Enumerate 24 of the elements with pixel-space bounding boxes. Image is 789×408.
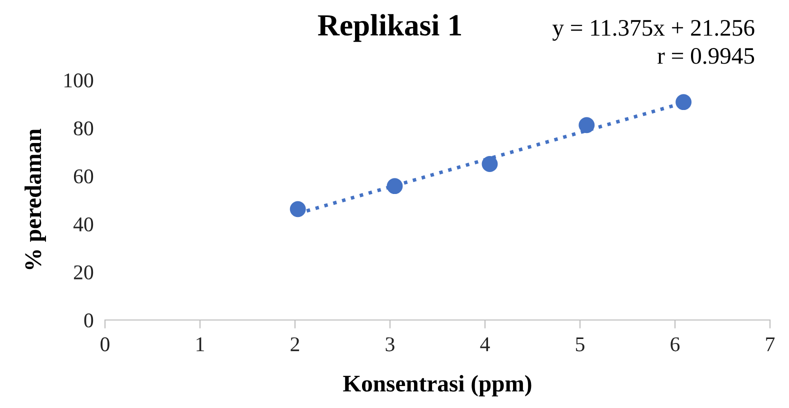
point xyxy=(482,156,498,172)
y-tick-label: 0 xyxy=(84,313,94,328)
y-tick-label: 40 xyxy=(73,217,94,232)
x-tick-label: 3 xyxy=(386,337,394,352)
y-tick-label: 20 xyxy=(74,265,94,280)
y-axis-title: % peredaman xyxy=(24,128,46,270)
point xyxy=(578,117,595,134)
x-axis-title: Konsentrasi (ppm) xyxy=(343,375,532,396)
x-tick-label: 7 xyxy=(766,337,775,352)
text: y = 11.375x + 21.256 xyxy=(552,20,754,41)
x-tick-label: 0 xyxy=(100,337,110,352)
point xyxy=(290,201,306,218)
x-tick-label: 1 xyxy=(196,337,204,352)
y-tick-label: 80 xyxy=(74,121,94,136)
x-tick-label: 5 xyxy=(576,337,584,352)
point xyxy=(676,94,692,110)
y-tick-label: 100 xyxy=(64,73,94,88)
x-tick-label: 4 xyxy=(480,337,490,352)
x-tick-label: 2 xyxy=(290,337,300,352)
chart-title: Replikasi 1 xyxy=(318,14,462,42)
point xyxy=(386,178,403,194)
x-tick-label: 6 xyxy=(670,337,680,352)
text: r = 0.9945 xyxy=(658,48,754,64)
y-tick-label: 60 xyxy=(74,169,94,184)
